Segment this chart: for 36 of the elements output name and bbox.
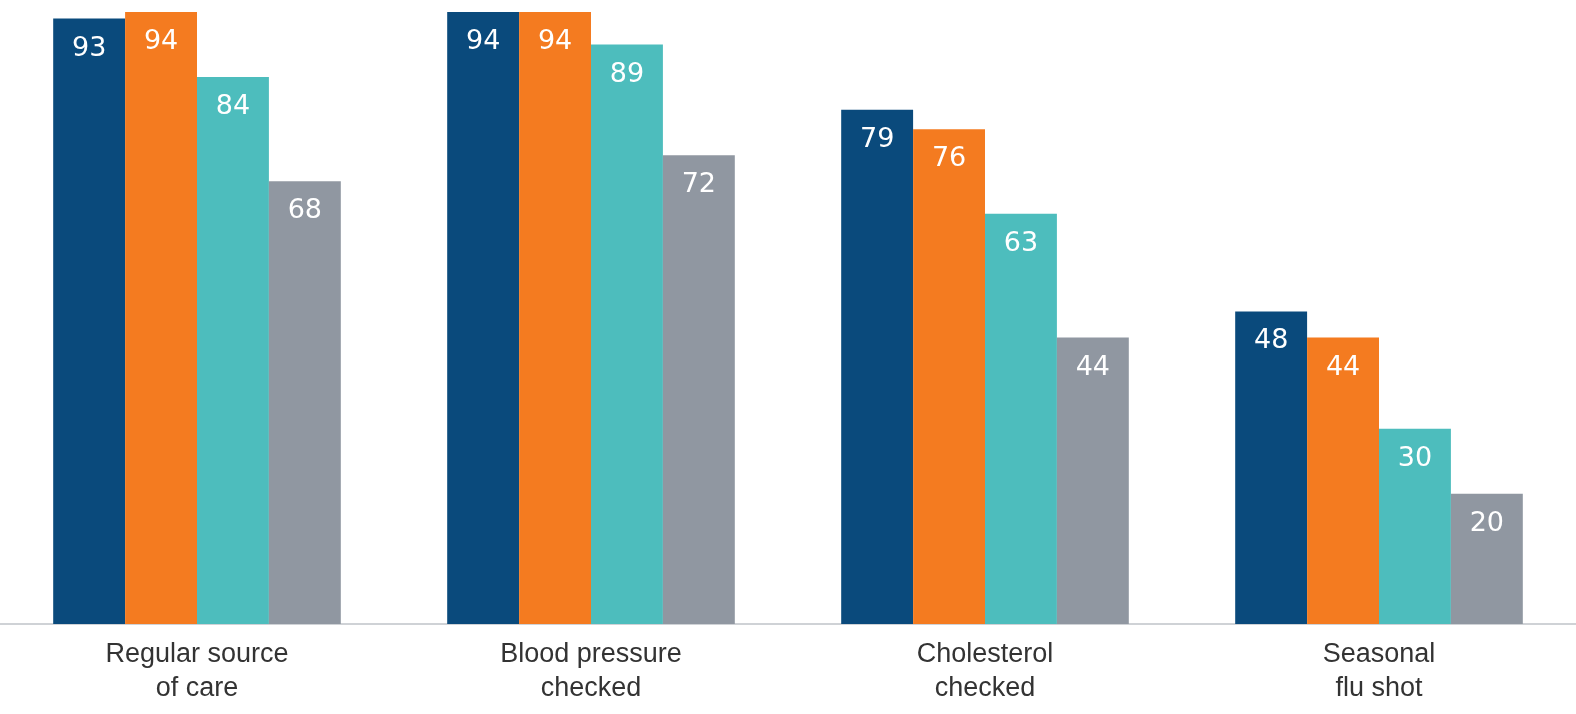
bar bbox=[1307, 337, 1379, 624]
x-tick-label: Blood pressure checked bbox=[500, 638, 682, 702]
bar bbox=[197, 77, 269, 624]
bar bbox=[1379, 428, 1451, 624]
x-tick-label: Seasonal flu shot bbox=[1322, 638, 1436, 702]
bar bbox=[662, 155, 735, 624]
data-label: 94 bbox=[143, 24, 179, 55]
bar bbox=[1235, 311, 1308, 624]
bar bbox=[913, 129, 985, 624]
data-label: 30 bbox=[1397, 440, 1433, 472]
x-tick-label: Cholesterol checked bbox=[916, 638, 1054, 702]
data-label: 89 bbox=[609, 56, 645, 88]
data-label: 63 bbox=[1003, 225, 1039, 257]
bar bbox=[591, 44, 663, 624]
bar bbox=[1056, 337, 1129, 624]
bar bbox=[447, 12, 520, 624]
data-label: 48 bbox=[1253, 323, 1289, 355]
data-label: 93 bbox=[71, 30, 107, 62]
bar bbox=[519, 12, 591, 624]
bar bbox=[125, 12, 197, 624]
x-tick-label: Regular source of care bbox=[105, 638, 289, 702]
bar bbox=[1450, 493, 1523, 624]
data-label: 44 bbox=[1325, 349, 1361, 381]
data-label: 84 bbox=[215, 89, 251, 121]
data-label: 79 bbox=[859, 121, 895, 153]
bar bbox=[985, 213, 1057, 624]
data-label: 94 bbox=[537, 24, 573, 55]
data-label: 20 bbox=[1469, 505, 1505, 537]
data-label: 68 bbox=[287, 193, 323, 225]
data-label: 44 bbox=[1075, 349, 1111, 381]
data-label: 94 bbox=[465, 24, 501, 55]
data-label: 72 bbox=[681, 167, 717, 199]
bar bbox=[268, 181, 341, 624]
bar bbox=[53, 18, 126, 624]
data-label: 76 bbox=[931, 141, 967, 173]
bar bbox=[841, 109, 914, 624]
